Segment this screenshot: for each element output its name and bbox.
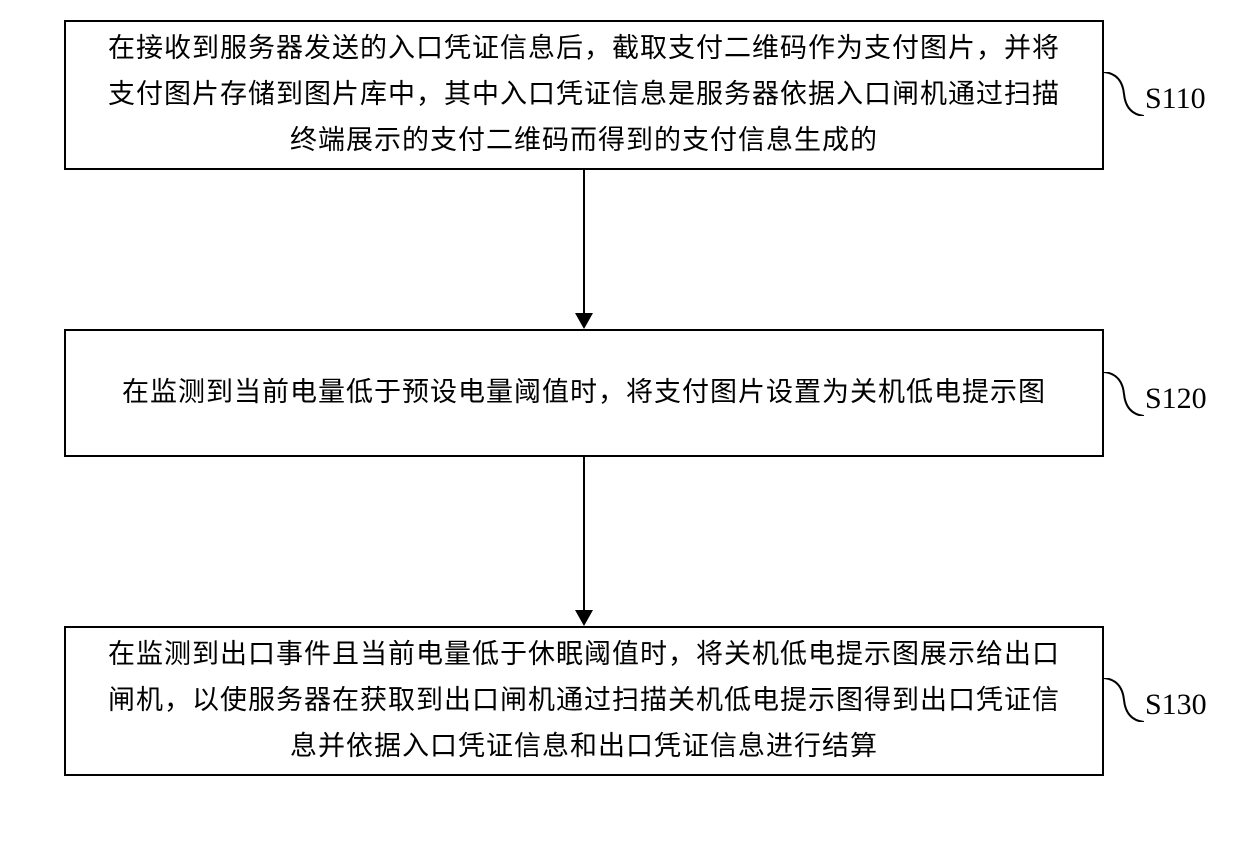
label-connector-s110	[1104, 72, 1144, 116]
step-box-s120: 在监测到当前电量低于预设电量阈值时，将支付图片设置为关机低电提示图	[64, 329, 1104, 457]
step-label-s120: S120	[1145, 382, 1207, 416]
flowchart-container: 在接收到服务器发送的入口凭证信息后，截取支付二维码作为支付图片，并将支付图片存储…	[0, 0, 1240, 849]
step-label-s110: S110	[1145, 82, 1206, 116]
step-text: 在监测到出口事件且当前电量低于休眠阈值时，将关机低电提示图展示给出口闸机，以使服…	[96, 632, 1072, 770]
step-box-s130: 在监测到出口事件且当前电量低于休眠阈值时，将关机低电提示图展示给出口闸机，以使服…	[64, 626, 1104, 776]
step-text: 在接收到服务器发送的入口凭证信息后，截取支付二维码作为支付图片，并将支付图片存储…	[96, 26, 1072, 164]
label-connector-s120	[1104, 372, 1144, 416]
step-box-s110: 在接收到服务器发送的入口凭证信息后，截取支付二维码作为支付图片，并将支付图片存储…	[64, 20, 1104, 170]
step-text: 在监测到当前电量低于预设电量阈值时，将支付图片设置为关机低电提示图	[122, 370, 1046, 416]
step-label-s130: S130	[1145, 688, 1207, 722]
label-connector-s130	[1104, 678, 1144, 722]
